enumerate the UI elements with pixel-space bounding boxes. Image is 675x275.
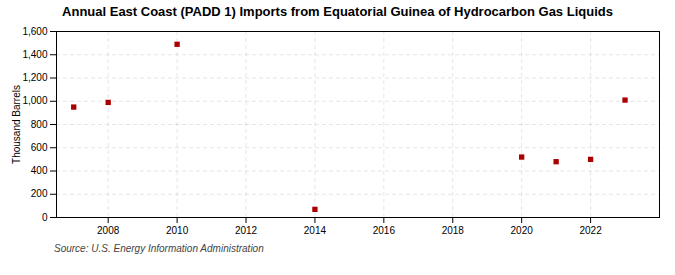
svg-text:2018: 2018 — [442, 225, 465, 236]
svg-text:0: 0 — [42, 212, 48, 223]
svg-text:1,400: 1,400 — [22, 49, 47, 60]
svg-text:200: 200 — [31, 188, 48, 199]
svg-text:400: 400 — [31, 165, 48, 176]
svg-text:800: 800 — [31, 119, 48, 130]
svg-text:1,000: 1,000 — [22, 95, 47, 106]
svg-text:1,600: 1,600 — [22, 26, 47, 37]
svg-text:600: 600 — [31, 142, 48, 153]
svg-text:2008: 2008 — [97, 225, 120, 236]
svg-text:1,200: 1,200 — [22, 72, 47, 83]
svg-text:2010: 2010 — [166, 225, 189, 236]
svg-text:2014: 2014 — [304, 225, 327, 236]
svg-text:2020: 2020 — [511, 225, 534, 236]
html-text:Annual East Coast (PADD 1) Imp: Annual East Coast (PADD 1) Imports from … — [62, 4, 613, 19]
svg-text:2022: 2022 — [579, 225, 602, 236]
svg-text:Thousand Barrels: Thousand Barrels — [11, 85, 22, 164]
svg-text:2016: 2016 — [373, 225, 396, 236]
svg-text:2012: 2012 — [235, 225, 258, 236]
html-text:Source: U.S. Energy Informatio: Source: U.S. Energy Information Administ… — [54, 243, 264, 254]
